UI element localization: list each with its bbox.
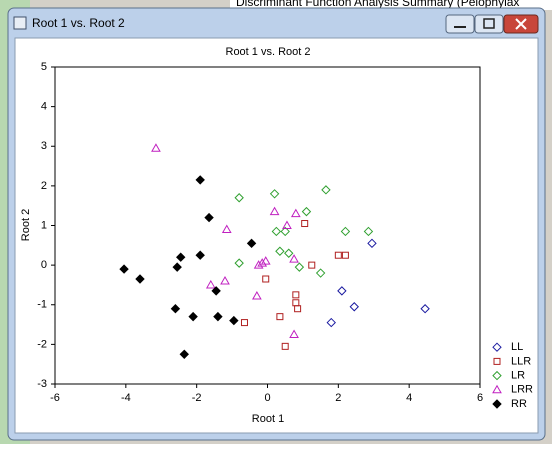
- scatter-point: [257, 258, 268, 267]
- sheet-header: [230, 0, 552, 10]
- x-axis-label: Root 1: [252, 413, 284, 425]
- scatter-point: [308, 261, 316, 269]
- chart-title: Root 1 vs. Root 2: [226, 46, 311, 58]
- scatter-point: [349, 302, 359, 312]
- scatter-point: [151, 143, 161, 152]
- scatter-point: [195, 175, 205, 185]
- scatter-point: [271, 226, 282, 237]
- scatter-point: [119, 264, 129, 274]
- y-tick-label: 3: [41, 140, 47, 152]
- legend-marker: [492, 384, 502, 394]
- legend-label: LLR: [511, 355, 531, 367]
- legend-label: LRR: [511, 384, 533, 396]
- x-tick-label: -6: [50, 392, 60, 404]
- legend-label: RR: [511, 398, 527, 410]
- scatter-point: [301, 220, 309, 228]
- scatter-point: [170, 304, 181, 314]
- legend-label: LL: [511, 341, 523, 353]
- scatter-point: [252, 291, 262, 300]
- x-tick-label: 0: [264, 392, 270, 404]
- scatter-point: [234, 193, 244, 203]
- scatter-point: [269, 206, 280, 216]
- scatter-point: [289, 254, 299, 263]
- scatter-point: [321, 185, 331, 195]
- scatter-point: [326, 317, 336, 328]
- scatter-point: [294, 262, 305, 272]
- scatter-point: [294, 305, 302, 313]
- x-tick-label: 2: [335, 392, 341, 404]
- maximize-button[interactable]: [474, 14, 504, 34]
- minimize-button[interactable]: [445, 14, 475, 34]
- scatter-point: [301, 206, 312, 217]
- x-tick-label: 6: [477, 392, 483, 404]
- scatter-point: [363, 226, 374, 237]
- legend-marker: [492, 342, 502, 352]
- scatter-point: [284, 248, 294, 258]
- scatter-point: [229, 315, 239, 326]
- scatter-point: [253, 260, 264, 269]
- legend-marker: [492, 399, 502, 409]
- y-tick-label: -2: [37, 338, 47, 350]
- sheet-header-text: Discriminant Function Analysis Summary (…: [236, 0, 519, 9]
- scatter-point: [315, 268, 326, 278]
- scatter-point: [135, 274, 145, 284]
- scatter-point: [280, 226, 290, 237]
- scatter-point: [179, 349, 189, 359]
- y-tick-label: 4: [41, 101, 47, 113]
- scatter-point: [234, 258, 244, 268]
- scatter-point: [290, 208, 301, 218]
- scatter-point: [340, 226, 351, 237]
- window-title: Root 1 vs. Root 2: [32, 16, 125, 30]
- scatter-point: [341, 251, 349, 259]
- scatter-point: [420, 304, 430, 314]
- scatter-point: [269, 189, 280, 199]
- window-icon: [13, 16, 27, 30]
- legend-marker: [493, 357, 501, 365]
- legend-label: LR: [511, 370, 525, 382]
- close-icon: [515, 18, 527, 30]
- scatter-point: [246, 238, 257, 249]
- scatter-point: [337, 286, 347, 296]
- scatter-point: [289, 329, 299, 338]
- y-tick-label: 1: [41, 219, 47, 231]
- maximize-icon: [483, 18, 495, 29]
- legend-marker: [492, 370, 502, 381]
- scatter-point: [221, 224, 232, 233]
- y-tick-label: 0: [41, 259, 47, 271]
- scatter-point: [367, 238, 377, 249]
- y-tick-label: -1: [37, 299, 47, 311]
- scatter-point: [204, 212, 214, 223]
- scatter-point: [281, 342, 289, 350]
- scatter-point: [275, 246, 285, 256]
- y-tick-label: -3: [37, 378, 47, 390]
- scatter-point: [240, 319, 248, 327]
- x-tick-label: 4: [406, 392, 412, 404]
- x-tick-label: -2: [192, 392, 202, 404]
- scatter-point: [292, 291, 300, 299]
- scatter-point: [260, 256, 271, 265]
- scatter-point: [262, 275, 270, 283]
- y-axis-label: Root 2: [20, 209, 32, 241]
- scatter-point: [205, 279, 216, 289]
- scatter-point: [176, 252, 186, 262]
- y-tick-label: 5: [41, 61, 47, 73]
- scatter-point: [220, 275, 230, 285]
- scatter-point: [172, 262, 182, 272]
- scatter-point: [188, 311, 198, 322]
- scatter-point: [282, 220, 292, 229]
- scatter-point: [211, 286, 221, 296]
- x-tick-label: -4: [121, 392, 131, 404]
- y-tick-label: 2: [41, 180, 47, 192]
- scatter-point: [276, 313, 284, 321]
- scatter-point: [195, 250, 205, 260]
- scatter-point: [334, 251, 342, 259]
- scatter-point: [213, 311, 223, 322]
